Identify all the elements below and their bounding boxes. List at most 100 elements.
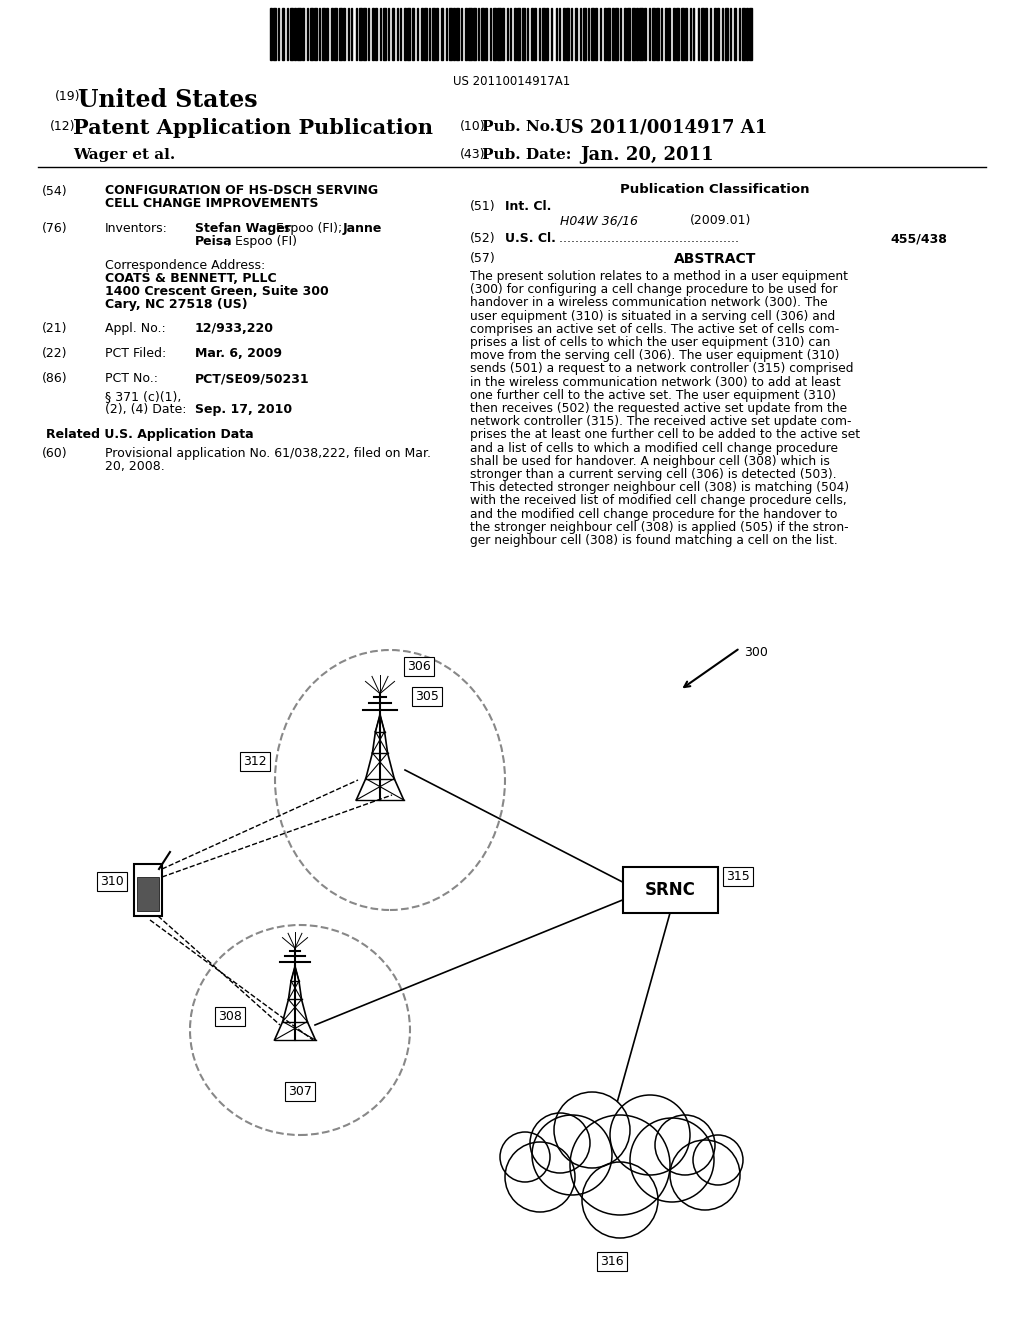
Bar bbox=[322, 8, 325, 59]
Bar bbox=[318, 8, 321, 59]
Bar bbox=[566, 8, 569, 59]
Bar bbox=[302, 8, 303, 59]
Text: 312: 312 bbox=[243, 755, 266, 768]
Bar bbox=[502, 8, 504, 59]
Text: network controller (315). The received active set update com-: network controller (315). The received a… bbox=[470, 416, 852, 428]
Bar bbox=[306, 8, 308, 59]
Text: 310: 310 bbox=[100, 875, 124, 888]
Bar bbox=[351, 8, 352, 59]
Bar bbox=[493, 8, 496, 59]
Bar bbox=[718, 8, 719, 59]
Bar bbox=[432, 8, 435, 59]
Bar bbox=[741, 8, 744, 59]
Bar bbox=[588, 8, 589, 59]
Bar bbox=[295, 8, 296, 59]
Bar bbox=[734, 8, 735, 59]
Text: (21): (21) bbox=[42, 322, 68, 335]
Text: (57): (57) bbox=[470, 252, 496, 265]
Text: , Espoo (FI);: , Espoo (FI); bbox=[268, 222, 346, 235]
Text: Correspondence Address:: Correspondence Address: bbox=[105, 259, 265, 272]
Bar bbox=[364, 8, 367, 59]
Bar bbox=[441, 8, 442, 59]
Text: 306: 306 bbox=[407, 660, 431, 673]
Bar bbox=[454, 8, 455, 59]
Text: comprises an active set of cells. The active set of cells com-: comprises an active set of cells. The ac… bbox=[470, 323, 840, 335]
Circle shape bbox=[693, 1135, 743, 1185]
Text: 315: 315 bbox=[726, 870, 750, 883]
Bar bbox=[339, 8, 342, 59]
Circle shape bbox=[554, 1092, 630, 1168]
Bar bbox=[697, 8, 699, 59]
Text: Cary, NC 27518 (US): Cary, NC 27518 (US) bbox=[105, 298, 248, 312]
Bar bbox=[331, 8, 333, 59]
Bar bbox=[563, 8, 564, 59]
Text: Inventors:: Inventors: bbox=[105, 222, 168, 235]
Text: Patent Application Publication: Patent Application Publication bbox=[73, 117, 433, 139]
Bar bbox=[412, 8, 414, 59]
Text: Peisa: Peisa bbox=[195, 235, 232, 248]
Circle shape bbox=[582, 1162, 658, 1238]
Bar bbox=[648, 8, 650, 59]
Text: Stefan Wager: Stefan Wager bbox=[195, 222, 291, 235]
Bar bbox=[660, 8, 663, 59]
Bar bbox=[387, 8, 389, 59]
Text: .............................................: ........................................… bbox=[555, 232, 739, 246]
Bar bbox=[373, 8, 374, 59]
Bar bbox=[558, 8, 560, 59]
Bar bbox=[417, 8, 418, 59]
Text: the stronger neighbour cell (308) is applied (505) if the stron-: the stronger neighbour cell (308) is app… bbox=[470, 521, 849, 533]
Circle shape bbox=[610, 1096, 690, 1175]
Text: Jan. 20, 2011: Jan. 20, 2011 bbox=[580, 147, 714, 164]
Text: 308: 308 bbox=[218, 1010, 242, 1023]
Bar bbox=[278, 8, 280, 59]
Bar bbox=[392, 8, 393, 59]
Text: (52): (52) bbox=[470, 232, 496, 246]
Bar bbox=[625, 8, 626, 59]
Text: (22): (22) bbox=[42, 347, 68, 360]
Text: user equipment (310) is situated in a serving cell (306) and: user equipment (310) is situated in a se… bbox=[470, 310, 836, 322]
Bar bbox=[710, 8, 712, 59]
Bar bbox=[526, 8, 528, 59]
Bar bbox=[290, 8, 293, 59]
Bar bbox=[570, 8, 572, 59]
Bar bbox=[640, 8, 642, 59]
Text: in the wireless communication network (300) to add at least: in the wireless communication network (3… bbox=[470, 376, 841, 388]
Text: one further cell to the active set. The user equipment (310): one further cell to the active set. The … bbox=[470, 389, 837, 401]
Bar bbox=[477, 8, 479, 59]
Circle shape bbox=[532, 1115, 612, 1195]
Bar bbox=[480, 8, 483, 59]
Text: (10): (10) bbox=[460, 120, 485, 133]
Text: 300: 300 bbox=[744, 645, 768, 659]
Circle shape bbox=[655, 1115, 715, 1175]
Text: stronger than a current serving cell (306) is detected (503).: stronger than a current serving cell (30… bbox=[470, 469, 837, 480]
Text: (76): (76) bbox=[42, 222, 68, 235]
Text: with the received list of modified cell change procedure cells,: with the received list of modified cell … bbox=[470, 495, 847, 507]
Bar bbox=[466, 8, 467, 59]
Text: (51): (51) bbox=[470, 201, 496, 213]
Text: 12/933,220: 12/933,220 bbox=[195, 322, 274, 335]
Bar bbox=[604, 8, 606, 59]
Bar bbox=[600, 8, 601, 59]
Text: prises a list of cells to which the user equipment (310) can: prises a list of cells to which the user… bbox=[470, 337, 830, 348]
Bar bbox=[729, 8, 731, 59]
Text: ger neighbour cell (308) is found matching a cell on the list.: ger neighbour cell (308) is found matchi… bbox=[470, 535, 838, 546]
Bar bbox=[620, 8, 622, 59]
Bar bbox=[343, 8, 345, 59]
Text: Int. Cl.: Int. Cl. bbox=[505, 201, 551, 213]
Bar bbox=[445, 8, 447, 59]
Text: sends (501) a request to a network controller (315) comprised: sends (501) a request to a network contr… bbox=[470, 363, 853, 375]
Bar bbox=[461, 8, 463, 59]
Text: (12): (12) bbox=[50, 120, 76, 133]
Text: Pub. No.:: Pub. No.: bbox=[482, 120, 560, 135]
Text: Pub. Date:: Pub. Date: bbox=[482, 148, 571, 162]
Bar bbox=[669, 8, 670, 59]
Bar bbox=[693, 8, 694, 59]
Bar bbox=[137, 876, 159, 911]
Bar bbox=[334, 8, 337, 59]
Text: (86): (86) bbox=[42, 372, 68, 385]
Bar bbox=[368, 8, 370, 59]
Text: PCT/SE09/50231: PCT/SE09/50231 bbox=[195, 372, 309, 385]
Text: Sep. 17, 2010: Sep. 17, 2010 bbox=[195, 403, 292, 416]
Bar bbox=[485, 8, 486, 59]
Text: 455/438: 455/438 bbox=[890, 232, 947, 246]
